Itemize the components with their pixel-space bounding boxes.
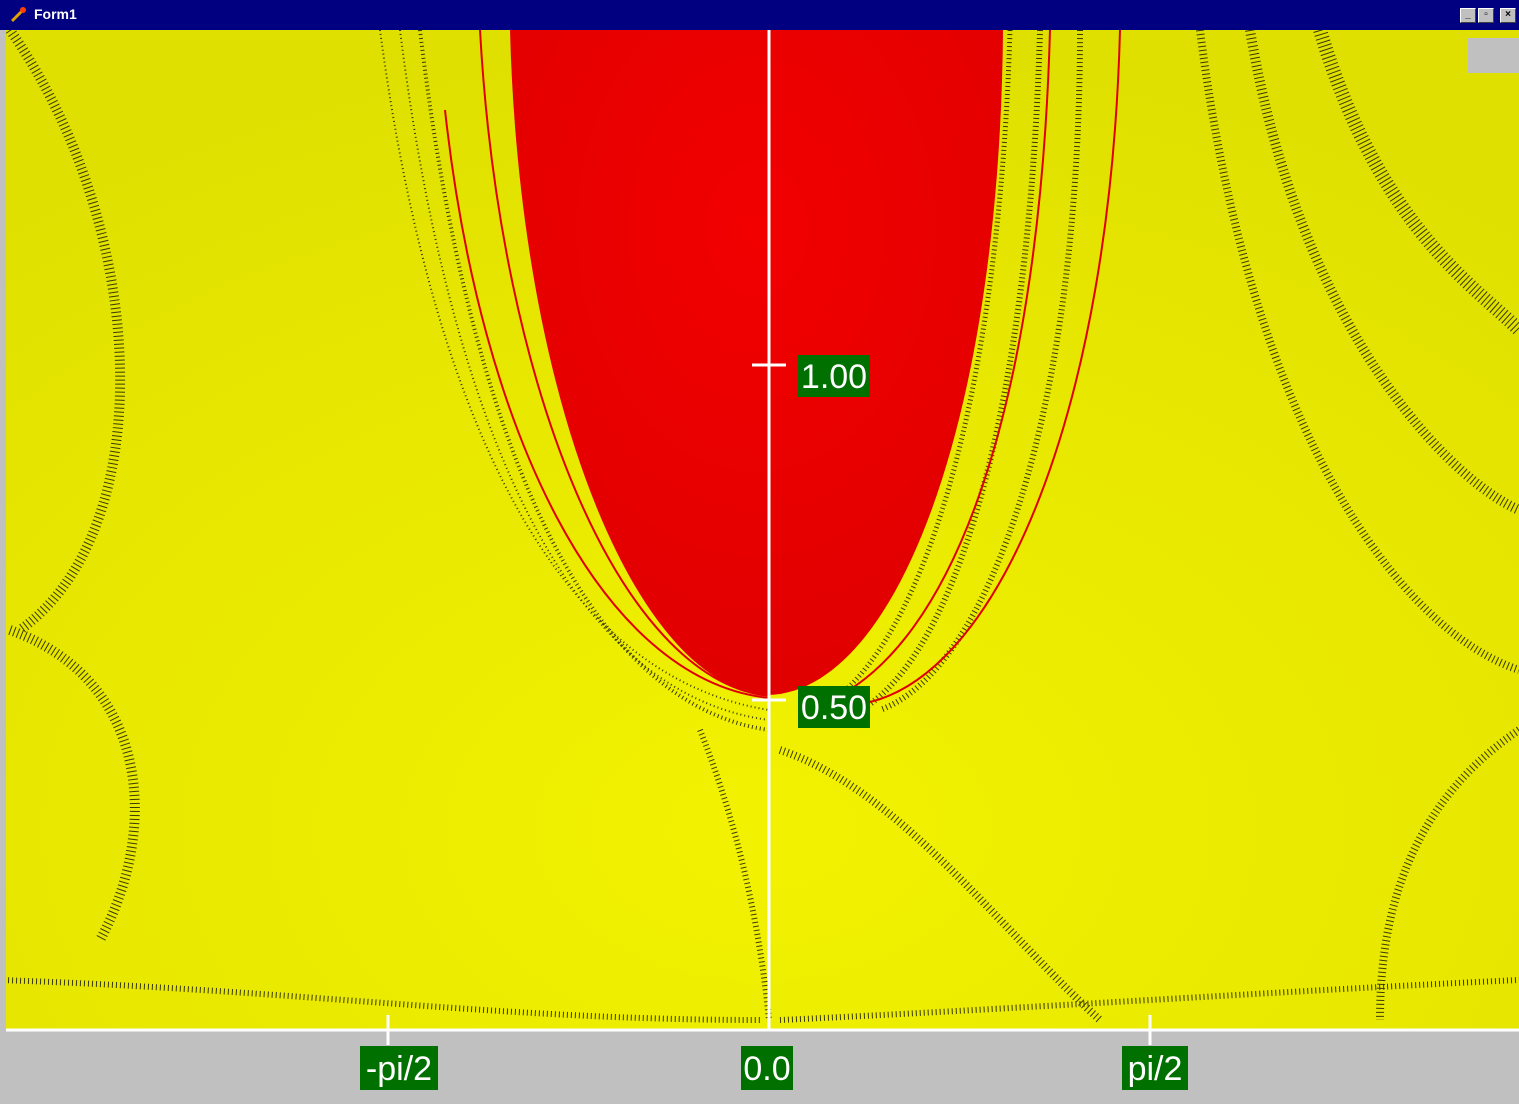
y-label-box [798, 355, 870, 397]
x-label-box [360, 1046, 438, 1090]
plot: 1.00 0.50 -pi/2 0.0 pi/2 [0, 30, 1519, 1104]
y-label-box [798, 686, 870, 728]
x-label-box [1122, 1046, 1188, 1090]
app-icon [10, 7, 26, 23]
red-region [510, 30, 1003, 695]
title-bar: Form1 _ ▫ × [0, 0, 1519, 30]
fractal-speckle [0, 30, 1519, 1023]
minimize-button[interactable]: _ [1460, 8, 1476, 23]
restore-button[interactable]: ▫ [1478, 8, 1494, 23]
y-tick-label: 0.50 [801, 689, 867, 727]
x-tick-label: -pi/2 [366, 1050, 432, 1088]
red-filaments [444, 30, 1121, 706]
corner-panel [1468, 38, 1519, 73]
window-title: Form1 [34, 6, 77, 22]
close-button[interactable]: × [1500, 8, 1516, 23]
x-tick-label: 0.0 [743, 1050, 790, 1088]
x-label-box [741, 1046, 793, 1090]
left-border [0, 30, 6, 1030]
x-tick-label: pi/2 [1128, 1050, 1183, 1088]
y-tick-label: 1.00 [801, 358, 867, 396]
